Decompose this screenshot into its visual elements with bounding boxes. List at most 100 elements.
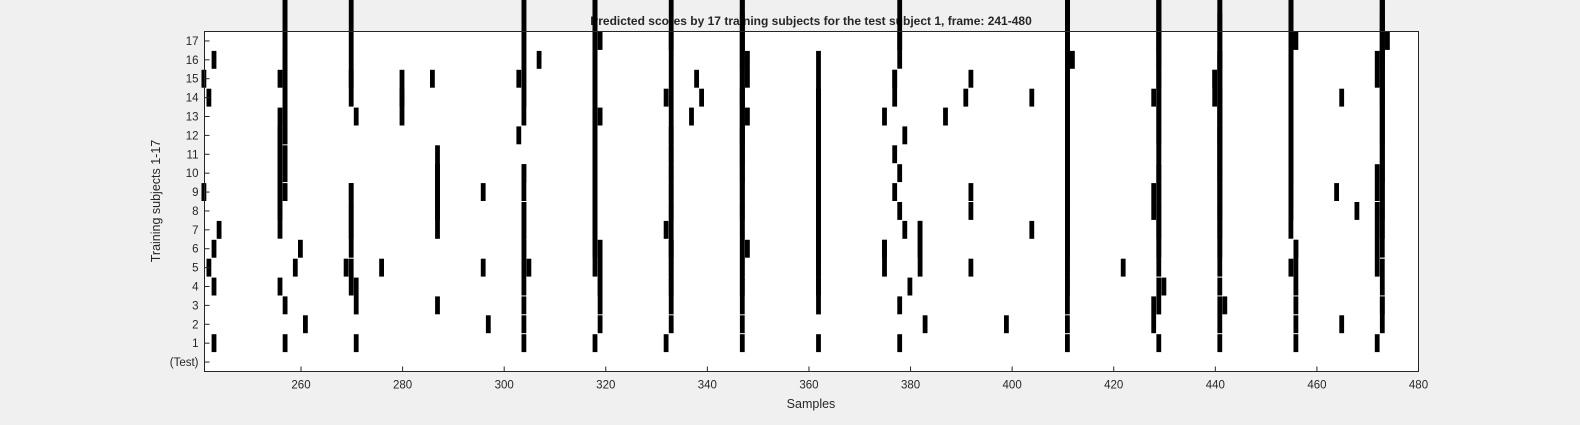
raster-mark xyxy=(597,32,603,50)
plot-area xyxy=(204,31,1419,372)
y-tick-label: 17 xyxy=(186,36,199,48)
raster-mark xyxy=(1070,50,1075,69)
y-tick-label: 12 xyxy=(186,130,199,142)
raster-mark xyxy=(1156,183,1162,201)
x-tick-label: 460 xyxy=(1307,380,1326,392)
x-tick-label: 420 xyxy=(1104,380,1123,392)
raster-mark xyxy=(1217,50,1223,69)
raster-mark xyxy=(1288,258,1294,277)
raster-mark xyxy=(1217,334,1223,353)
raster-mark xyxy=(597,107,603,126)
raster-mark xyxy=(277,107,283,220)
raster-mark xyxy=(1379,258,1385,296)
raster-mark xyxy=(597,239,603,296)
raster-mark xyxy=(536,50,542,69)
raster-mark xyxy=(1065,334,1070,353)
raster-mark xyxy=(597,277,603,315)
x-axis-label: Samples xyxy=(787,397,836,411)
raster-mark xyxy=(739,315,745,334)
raster-mark xyxy=(668,277,674,315)
raster-mark xyxy=(739,334,745,353)
y-tick-label: (Test) xyxy=(170,357,199,369)
raster-mark xyxy=(882,239,887,258)
raster-mark xyxy=(211,277,217,296)
raster-mark xyxy=(430,69,435,88)
raster-mark xyxy=(1156,277,1162,315)
raster-mark xyxy=(348,69,354,107)
raster-mark xyxy=(216,220,222,239)
raster-mark xyxy=(1293,239,1299,296)
raster-mark xyxy=(282,50,288,69)
x-tick-label: 360 xyxy=(799,380,818,392)
raster-mark xyxy=(816,50,821,202)
chart-title: Predicted scores by 17 training subjects… xyxy=(590,14,1032,28)
raster-mark xyxy=(897,164,903,183)
raster-mark xyxy=(1156,164,1162,183)
raster-mark xyxy=(1293,239,1299,258)
y-tick-label: 11 xyxy=(187,149,199,161)
raster-mark xyxy=(663,334,669,353)
raster-mark xyxy=(1379,0,1385,69)
raster-mark xyxy=(1339,315,1345,334)
raster-mark xyxy=(816,277,821,315)
y-tick-label: 3 xyxy=(192,300,198,312)
raster-mark xyxy=(668,0,674,164)
raster-mark xyxy=(277,277,283,296)
raster-mark xyxy=(353,107,359,126)
raster-mark xyxy=(353,277,359,315)
raster-mark xyxy=(882,107,887,126)
x-tick-label: 400 xyxy=(1003,380,1022,392)
raster-mark xyxy=(1293,32,1299,50)
raster-mark xyxy=(399,69,405,107)
raster-mark xyxy=(480,258,486,277)
raster-mark xyxy=(201,183,207,201)
raster-mark xyxy=(1120,258,1126,277)
raster-mark xyxy=(282,183,288,201)
raster-mark xyxy=(521,202,527,239)
x-axis: 260 280 300 320 340 360 380 400 420 440 460 480 xyxy=(291,366,1428,392)
raster-mark xyxy=(521,296,527,315)
y-tick-label: 6 xyxy=(192,244,198,256)
x-tick-label: 380 xyxy=(901,380,920,392)
raster-mark xyxy=(282,145,288,183)
raster-mark xyxy=(668,126,674,145)
y-tick-label: 8 xyxy=(192,206,198,218)
raster-mark xyxy=(399,88,405,126)
raster-mark xyxy=(435,164,440,201)
raster-mark xyxy=(516,126,522,145)
x-tick-label: 480 xyxy=(1409,380,1428,392)
raster-mark xyxy=(277,69,283,88)
raster-mark xyxy=(521,164,527,201)
raster-mark xyxy=(516,69,522,88)
x-tick-label: 440 xyxy=(1206,380,1225,392)
raster-mark xyxy=(1222,296,1228,315)
raster-mark xyxy=(1156,126,1162,239)
raster-mark xyxy=(668,315,674,334)
y-tick-label: 13 xyxy=(186,112,199,124)
raster-mark xyxy=(1156,32,1162,50)
raster-mark xyxy=(897,32,903,50)
raster-mark xyxy=(689,107,694,126)
raster-mark xyxy=(1151,183,1157,220)
raster-mark xyxy=(1374,50,1380,88)
raster-mark xyxy=(298,239,303,258)
raster-mark xyxy=(968,183,974,201)
raster-mark xyxy=(663,88,669,107)
raster-mark xyxy=(1151,296,1157,334)
raster-mark xyxy=(1029,220,1035,239)
y-tick-label: 14 xyxy=(186,93,199,105)
raster-mark xyxy=(663,220,669,239)
raster-mark xyxy=(1374,202,1380,277)
y-tick-label: 9 xyxy=(192,187,198,199)
raster-mark xyxy=(917,220,923,258)
x-tick-label: 280 xyxy=(393,380,412,392)
raster-mark xyxy=(668,239,674,258)
raster-mark xyxy=(211,50,217,69)
raster-mark xyxy=(892,69,898,107)
raster-mark xyxy=(1217,126,1223,145)
y-tick-label: 15 xyxy=(186,74,199,86)
raster-mark xyxy=(745,50,750,88)
raster-mark xyxy=(348,0,354,88)
y-tick-label: 1 xyxy=(192,338,198,350)
